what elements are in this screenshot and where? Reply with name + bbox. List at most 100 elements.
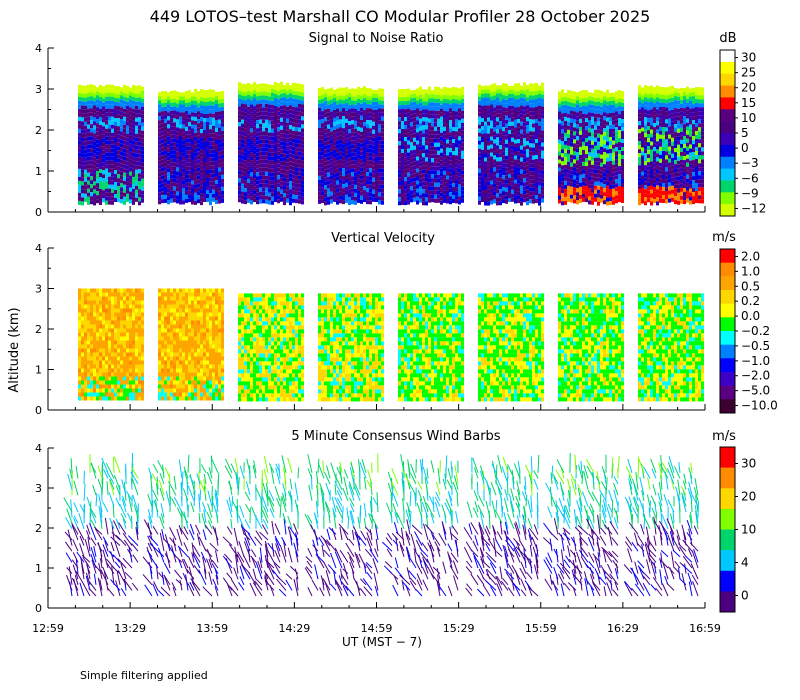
- snr-cell: [591, 124, 594, 129]
- snr-cell: [612, 200, 615, 205]
- snr-cell: [161, 103, 164, 108]
- snr-cell: [271, 116, 274, 121]
- snr-cell: [221, 166, 224, 171]
- snr-cell: [363, 154, 366, 159]
- snr-cell: [576, 180, 579, 185]
- snr-cell: [250, 180, 253, 185]
- snr-cell: [336, 112, 339, 117]
- snr-cell: [132, 160, 135, 165]
- snr-cell: [656, 145, 659, 150]
- snr-cell: [541, 82, 544, 87]
- snr-cell: [333, 97, 336, 102]
- snr-cell: [541, 98, 544, 103]
- snr-cell: [158, 128, 161, 133]
- snr-cell: [188, 94, 191, 99]
- snr-cell: [238, 194, 241, 199]
- snr-cell: [665, 147, 668, 152]
- snr-cell: [120, 131, 123, 136]
- snr-cell: [612, 148, 615, 153]
- snr-cell: [209, 133, 212, 138]
- snr-cell: [339, 191, 342, 196]
- snr-cell: [123, 160, 126, 165]
- snr-cell: [686, 114, 689, 119]
- snr-cell: [502, 127, 505, 132]
- snr-cell: [123, 176, 126, 181]
- snr-cell: [197, 107, 200, 112]
- snr-cell: [461, 178, 464, 183]
- snr-cell: [218, 131, 221, 136]
- snr-cell: [241, 167, 244, 172]
- snr-cell: [659, 86, 662, 91]
- snr-cell: [478, 152, 481, 157]
- snr-cell: [318, 183, 321, 188]
- snr-cell: [558, 179, 561, 184]
- snr-cell: [458, 192, 461, 197]
- snr-cell: [425, 125, 428, 130]
- snr-cell: [203, 110, 206, 114]
- snr-cell: [665, 179, 668, 184]
- snr-cell: [558, 147, 561, 152]
- snr-cell: [541, 150, 544, 155]
- snr-cell: [490, 128, 493, 133]
- snr-cell: [526, 101, 529, 106]
- snr-cell: [318, 143, 321, 148]
- snr-cell: [259, 99, 262, 104]
- snr-cell: [419, 118, 422, 123]
- snr-cell: [176, 103, 179, 108]
- snr-cell: [381, 188, 384, 193]
- snr-cell: [499, 117, 502, 122]
- snr-cell: [674, 180, 677, 185]
- snr-cell: [588, 168, 591, 173]
- snr-cell: [603, 144, 606, 149]
- snr-cell: [541, 154, 544, 159]
- snr-cell: [529, 151, 532, 156]
- snr-cell: [259, 147, 262, 152]
- snr-cell: [535, 163, 538, 167]
- snr-cell: [449, 132, 452, 137]
- snr-cell: [247, 190, 250, 195]
- snr-cell: [262, 151, 265, 156]
- snr-cell: [298, 135, 301, 140]
- snr-cell: [558, 123, 561, 128]
- snr-cell: [609, 197, 612, 201]
- snr-cell: [253, 90, 256, 95]
- snr-cell: [496, 93, 499, 98]
- snr-cell: [366, 92, 369, 97]
- snr-cell: [689, 164, 692, 169]
- snr-cell: [431, 186, 434, 191]
- snr-cell: [689, 120, 692, 125]
- snr-cell: [461, 154, 464, 159]
- snr-cell: [209, 173, 212, 178]
- snr-cell: [289, 145, 292, 150]
- snr-cell: [280, 101, 283, 106]
- snr-cell: [644, 93, 647, 98]
- snr-cell: [87, 92, 90, 97]
- snr-cell: [615, 123, 618, 128]
- snr-cell: [573, 111, 576, 116]
- snr-cell: [452, 95, 455, 99]
- snr-cell: [339, 179, 342, 184]
- snr-cell: [333, 177, 336, 182]
- snr-cell: [283, 129, 286, 134]
- snr-cell: [126, 161, 129, 166]
- snr-cell: [90, 168, 93, 173]
- snr-cell: [289, 185, 292, 190]
- snr-cell: [585, 138, 588, 143]
- snr-cell: [339, 87, 342, 92]
- snr-cell: [419, 94, 422, 99]
- snr-cell: [292, 130, 295, 135]
- snr-cell: [535, 151, 538, 155]
- snr-cell: [78, 152, 81, 157]
- snr-cell: [638, 201, 641, 206]
- snr-cell: [84, 141, 87, 146]
- snr-cell: [238, 82, 241, 87]
- snr-cell: [564, 172, 567, 177]
- snr-cell: [413, 169, 416, 174]
- snr-cell: [600, 102, 603, 107]
- snr-cell: [268, 124, 271, 129]
- snr-cell: [298, 167, 301, 172]
- snr-cell: [490, 144, 493, 149]
- snr-cell: [200, 97, 203, 102]
- snr-cell: [638, 101, 641, 106]
- snr-cell: [446, 127, 449, 132]
